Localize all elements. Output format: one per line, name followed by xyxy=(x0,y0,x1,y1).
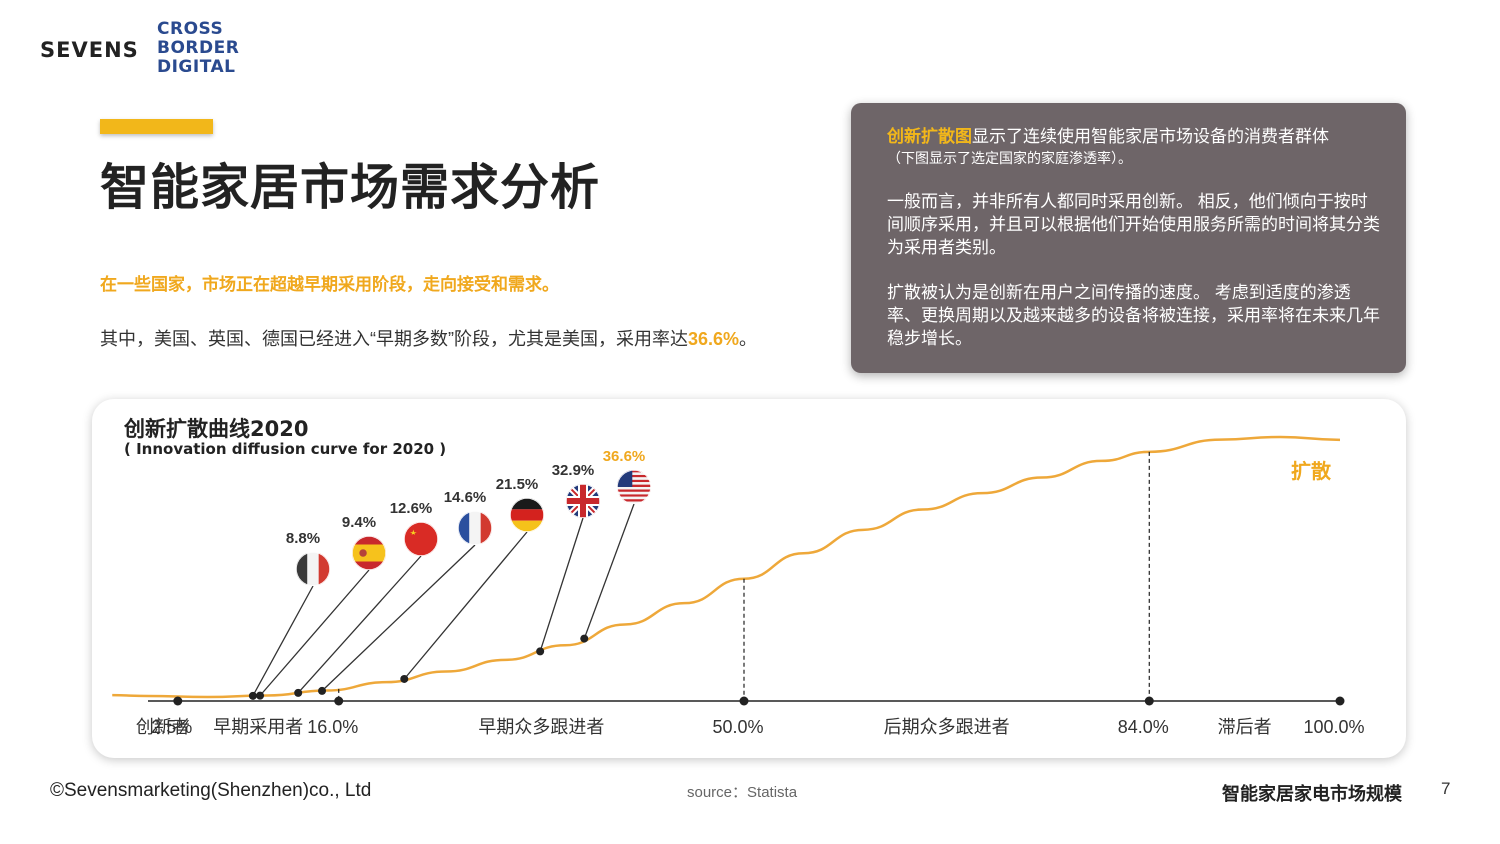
body-text-value: 36.6% xyxy=(688,329,740,349)
footer-title: 智能家居家电市场规模 xyxy=(1222,784,1402,805)
logo-sub-line1: CROSS xyxy=(157,19,224,39)
diffusion-curve xyxy=(112,435,1341,699)
data-label: 9.4% xyxy=(342,514,376,531)
curve-point xyxy=(248,691,257,700)
info-box: 创新扩散图显示了连续使用智能家居市场设备的消费者群体 （下图显示了选定国家的家庭… xyxy=(851,103,1406,373)
leader-line xyxy=(321,544,476,692)
flag-usa-icon xyxy=(617,470,651,504)
title-accent-bar xyxy=(100,119,213,134)
page-number: 7 xyxy=(1441,779,1451,798)
info-para2: 一般而言，并非所有人都同时采用创新。 相反，他们倾向于按时间顺序采用，并且可以根… xyxy=(887,192,1380,257)
leader-line xyxy=(403,531,528,680)
category-label: 早期众多跟进者 xyxy=(478,717,604,738)
x-tick-label: 16.0% xyxy=(307,717,358,737)
info-para3: 扩散被认为是创新在用户之间传播的速度。 考虑到适度的渗透率、更换周期以及越来越多… xyxy=(887,283,1380,348)
data-label: 8.8% xyxy=(286,530,320,547)
footer-copyright: ©Sevensmarketing(Shenzhen)co., Ltd xyxy=(50,780,372,801)
info-line1: 创新扩散图显示了连续使用智能家居市场设备的消费者群体 xyxy=(887,125,1382,148)
info-line2: （下图显示了选定国家的家庭渗透率）。 xyxy=(887,150,1132,166)
category-label: 后期众多跟进者 xyxy=(884,717,1010,738)
flag-france-icon xyxy=(458,511,492,545)
leader-line xyxy=(297,555,422,694)
curve-point xyxy=(400,674,409,683)
leader-line xyxy=(252,585,314,697)
x-tick-label: 50.0% xyxy=(712,717,763,737)
footer-source: source：Statista xyxy=(687,784,798,801)
data-label: 21.5% xyxy=(496,476,539,493)
body-text-suffix: 。 xyxy=(739,329,758,349)
axis-tick-dot xyxy=(1144,696,1154,706)
category-label: 早期采用者 xyxy=(213,717,303,738)
data-label: 12.6% xyxy=(390,500,433,517)
curve-label: 扩散 xyxy=(1291,459,1332,483)
flag-italy-icon xyxy=(296,552,330,586)
axis-tick-dot xyxy=(739,696,749,706)
flag-spain-icon xyxy=(352,536,386,570)
leader-line xyxy=(583,503,635,639)
body-text: 其中，美国、英国、德国已经进入“早期多数”阶段，尤其是美国，采用率达36.6%。 xyxy=(100,325,757,351)
curve-point xyxy=(294,688,303,697)
flag-china-icon xyxy=(404,522,438,556)
info-keyword: 创新扩散图 xyxy=(887,127,972,146)
curve-point xyxy=(318,686,327,695)
axis-tick-dot xyxy=(1335,696,1345,706)
chart-title: 创新扩散曲线2020 xyxy=(124,417,309,441)
axis-tick-dot xyxy=(173,696,183,706)
logo-sub-line3: DIGITAL xyxy=(157,57,236,77)
leader-line xyxy=(539,517,584,652)
x-tick-label: 2.5% xyxy=(151,717,192,737)
category-label: 创新者 xyxy=(136,717,190,738)
page-title: 智能家居市场需求分析 xyxy=(100,159,601,216)
body-text-prefix: 其中，美国、英国、德国已经进入“早期多数”阶段，尤其是美国，采用率达 xyxy=(100,329,688,349)
data-label: 14.6% xyxy=(444,489,487,506)
data-label: 36.6% xyxy=(603,448,646,465)
curve-point xyxy=(256,691,265,700)
category-label: 滞后者 xyxy=(1218,717,1272,738)
axis-tick-dot xyxy=(334,696,344,706)
leader-line xyxy=(259,569,370,697)
highlight-text: 在一些国家，市场正在超越早期采用阶段，走向接受和需求。 xyxy=(100,275,559,295)
curve-point xyxy=(536,647,545,656)
info-line1-rest: 显示了连续使用智能家居市场设备的消费者群体 xyxy=(972,127,1329,146)
chart-subtitle: ( Innovation diffusion curve for 2020 ) xyxy=(124,440,447,458)
x-tick-label: 84.0% xyxy=(1118,717,1169,737)
logo-subbrand: CROSS BORDER DIGITAL xyxy=(157,20,239,77)
logo-sub-line2: BORDER xyxy=(157,38,240,58)
x-tick-label: 100.0% xyxy=(1303,717,1364,737)
data-label: 32.9% xyxy=(552,462,595,479)
logo-brand: SEVENS xyxy=(40,38,139,62)
curve-point xyxy=(580,634,589,643)
flag-germany-icon xyxy=(510,498,544,532)
flag-uk-icon xyxy=(566,484,600,518)
